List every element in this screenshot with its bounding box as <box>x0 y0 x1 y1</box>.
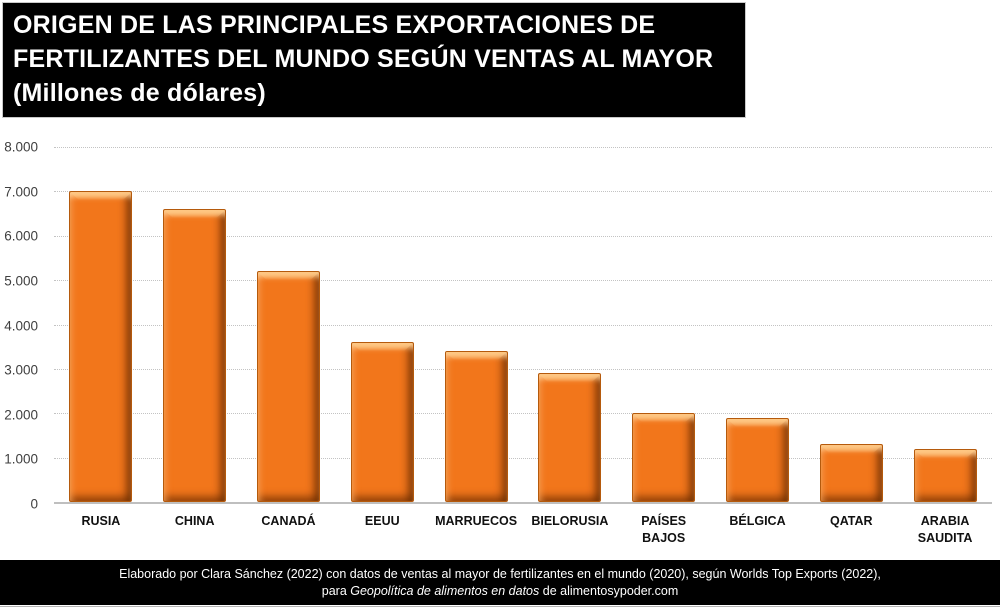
gridline-6000 <box>54 235 992 237</box>
page-title-line-3: (Millones de dólares) <box>13 79 266 107</box>
x-label-paises-bajos: PAÍSES BAJOS <box>641 514 687 545</box>
bar-slot-eeuu <box>335 147 429 502</box>
footer-line2-italic: Geopolítica de alimentos en datos <box>350 583 540 598</box>
gridline-4000 <box>54 324 992 326</box>
gridline-8000 <box>54 147 992 148</box>
gridline-5000 <box>54 280 992 282</box>
y-tick-label-3000: 3.000 <box>4 362 38 378</box>
y-tick-label-1000: 1.000 <box>4 451 38 467</box>
y-tick-label-8000: 8.000 <box>4 139 38 155</box>
bar-slot-bielorusia <box>523 147 617 502</box>
gridline-1000 <box>54 457 992 459</box>
title-banner: ORIGEN DE LAS PRINCIPALES EXPORTACIONES … <box>2 2 746 118</box>
bar-china <box>163 209 227 502</box>
x-label-belgica: BÉLGICA <box>729 514 786 528</box>
bar-rusia <box>69 191 133 502</box>
x-label-marruecos: MARRUECOS <box>435 514 518 528</box>
y-tick-label-6000: 6.000 <box>4 228 38 244</box>
bar-slot-belgica <box>711 147 805 502</box>
footer-credit-bar: Elaborado por Clara Sánchez (2022) con d… <box>0 560 1000 605</box>
page-title-line-2: FERTILIZANTES DEL MUNDO SEGÚN VENTAS AL … <box>13 45 714 73</box>
footer-line2-suffix: de alimentosypoder.com <box>539 583 679 598</box>
bar-marruecos <box>444 351 508 502</box>
bar-slot-marruecos <box>429 147 523 502</box>
x-label-qatar: QATAR <box>829 514 873 528</box>
footer-line-1: Elaborado por Clara Sánchez (2022) con d… <box>119 567 881 581</box>
x-label-rusia: RUSIA <box>81 514 121 528</box>
plot-area <box>54 147 992 504</box>
bar-eeuu <box>350 342 414 502</box>
bar-slot-canada <box>242 147 336 502</box>
y-axis-ticks: 8.000 7.000 6.000 5.000 4.000 3.000 2.000 1.000… <box>0 140 42 512</box>
bar-canada <box>256 271 320 502</box>
bar-qatar <box>819 444 883 502</box>
bar-paises-bajos <box>632 413 696 502</box>
gridline-2000 <box>54 413 992 415</box>
x-label-bielorusia: BIELORUSIA <box>531 514 609 528</box>
bar-slot-rusia <box>54 147 148 502</box>
bar-slot-qatar <box>804 147 898 502</box>
page-title-line-1: ORIGEN DE LAS PRINCIPALES EXPORTACIONES … <box>13 11 656 39</box>
footer-line-2: para Geopolítica de alimentos en datos d… <box>0 583 1000 600</box>
y-tick-label-4000: 4.000 <box>4 318 38 333</box>
gridline-7000 <box>54 191 992 193</box>
bar-slot-paises-bajos <box>617 147 711 502</box>
bar-bielorusia <box>538 373 602 502</box>
bar-belgica <box>725 417 789 502</box>
gridline-3000 <box>54 368 992 370</box>
x-label-eeuu: EEUU <box>364 514 400 528</box>
x-label-china: CHINA <box>174 514 215 528</box>
page-bottom-edge <box>0 606 1000 607</box>
bar-arabia-saudita <box>913 448 977 502</box>
bar-slot-arabia-saudita <box>898 147 992 502</box>
x-label-canada: CANADÁ <box>261 514 316 528</box>
bar-slot-china <box>148 147 242 502</box>
y-tick-label-7000: 7.000 <box>4 184 38 200</box>
y-tick-label-0: 0 <box>30 496 38 512</box>
x-label-arabia-saudita: ARABIA SAUDITA <box>917 514 973 545</box>
footer-line2-prefix: para <box>321 583 351 598</box>
y-tick-label-2000: 2.000 <box>4 407 38 423</box>
x-axis-labels: RUSIA CHINA CANADÁ EEUU MARRUECOS BIELORUSIA P… <box>54 513 992 547</box>
bars <box>54 147 992 502</box>
y-tick-label-5000: 5.000 <box>4 273 38 289</box>
